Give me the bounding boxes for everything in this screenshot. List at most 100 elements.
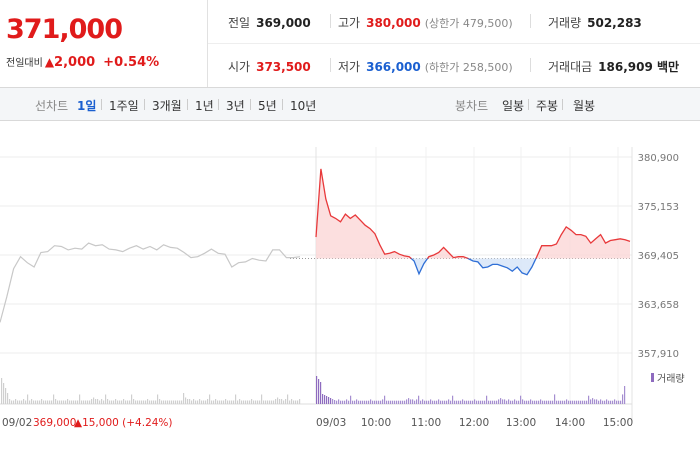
volume-bar-today	[470, 400, 472, 404]
volume-bar-prev	[7, 393, 9, 404]
volume-bar-today	[530, 399, 532, 404]
volume-bar-today	[622, 394, 624, 404]
volume-bar-today	[576, 400, 578, 404]
chart-tabs: 선차트 1일 1주일 3개월 1년 3년 5년 10년 봉차트 일봉 주봉 월봉	[0, 88, 700, 121]
tab-divider	[101, 99, 102, 110]
y-tick-label: 375,153	[638, 202, 679, 213]
volume-bar-prev	[89, 400, 91, 404]
tab-3months[interactable]: 3개월	[152, 99, 182, 113]
tab-5years[interactable]: 5년	[258, 99, 277, 113]
volume-bar-today	[496, 400, 498, 404]
volume-bar-today	[504, 399, 506, 404]
volume-bar-prev	[295, 400, 297, 404]
tab-weekly[interactable]: 주봉	[536, 99, 559, 113]
volume-bar-today	[604, 400, 606, 404]
volume-bar-prev	[45, 400, 47, 404]
volume-bar-today	[516, 400, 518, 404]
prev-close-label: 369,000	[33, 417, 76, 429]
price-chart: 380,900 375,153 369,405 363,658 357,910 거래량 09…	[0, 121, 700, 450]
volume-bar-prev	[259, 400, 261, 404]
volume-bar-prev	[83, 400, 85, 404]
tab-3years[interactable]: 3년	[226, 99, 245, 113]
volume-bar-today	[444, 400, 446, 404]
volume-bar-today	[316, 376, 318, 404]
volume-bar-prev	[257, 400, 259, 404]
volume-bar-today	[450, 400, 452, 404]
volume-bar-prev	[107, 399, 109, 404]
volume-bar-prev	[199, 399, 201, 404]
volume-bar-today	[344, 400, 346, 404]
tab-1day[interactable]: 1일	[77, 99, 97, 113]
volume-bar-today	[432, 400, 434, 404]
volume-bar-today	[390, 400, 392, 404]
volume-bar-today	[338, 399, 340, 404]
volume-bar-today	[482, 400, 484, 404]
tab-daily[interactable]: 일봉	[502, 99, 525, 113]
volume-bar-prev	[241, 400, 243, 404]
volume-bar-today	[394, 400, 396, 404]
volume-bar-prev	[225, 399, 227, 404]
volume-bar-prev	[103, 400, 105, 404]
current-price: 371,000	[6, 14, 123, 45]
volume-bar-today	[466, 400, 468, 404]
tab-monthly[interactable]: 월봉	[573, 99, 596, 113]
tab-1week[interactable]: 1주일	[109, 99, 139, 113]
volume-bar-prev	[111, 400, 113, 404]
volume-bar-today	[486, 395, 488, 404]
volume-bar-prev	[61, 400, 63, 404]
volume-bar-prev	[193, 399, 195, 404]
volume-bar-today	[584, 400, 586, 404]
volume-bar-today	[500, 398, 502, 404]
volume-bar-today	[548, 400, 550, 404]
volume-bar-today	[598, 400, 600, 404]
volume-bar-today	[478, 400, 480, 404]
volume-bar-today	[318, 379, 320, 404]
volume-bar-today	[490, 400, 492, 404]
volume-bar-prev	[123, 399, 125, 404]
volume-bar-prev	[161, 400, 163, 404]
volume-bar-prev	[121, 400, 123, 404]
stats-row-1: 전일 369,000 고가 380,000 (상한가 479,500) 거래량 502,…	[208, 0, 700, 44]
volume-bar-prev	[185, 397, 187, 404]
volume-bar-today	[528, 400, 530, 404]
volume-bar-prev	[73, 400, 75, 404]
volume-bar-today	[406, 399, 408, 404]
volume-bar-today	[384, 395, 386, 404]
volume-bar-today	[448, 399, 450, 404]
volume-bar-prev	[175, 400, 177, 404]
price-box: 371,000 전일대비 ▲2,000 +0.54%	[0, 0, 208, 87]
volume-bar-prev	[137, 400, 139, 404]
x-tick-label: 09/03	[316, 417, 346, 429]
volume-bar-today	[506, 400, 508, 404]
volume-bar-today	[404, 400, 406, 404]
volume-bar-prev	[253, 400, 255, 404]
volume-bar-prev	[1, 378, 3, 404]
volume-bar-today	[524, 400, 526, 404]
volume-bar-prev	[29, 400, 31, 404]
volume-bar-prev	[183, 393, 185, 404]
volume-bar-prev	[173, 400, 175, 404]
tab-10years[interactable]: 10년	[290, 99, 317, 113]
x-tick-label: 11:00	[411, 417, 441, 429]
volume-bar-today	[600, 399, 602, 404]
volume-bar-prev	[195, 400, 197, 404]
x-tick-label: 12:00	[459, 417, 489, 429]
volume-bar-prev	[127, 400, 129, 404]
volume-bar-today	[372, 400, 374, 404]
x-tick-label: 13:00	[506, 417, 536, 429]
volume-bar-prev	[229, 400, 231, 404]
line-chart-label: 선차트	[35, 99, 69, 113]
tab-1year[interactable]: 1년	[195, 99, 214, 113]
volume-bar-today	[352, 400, 354, 404]
volume-bar-today	[518, 400, 520, 404]
volume-bar-today	[350, 395, 352, 404]
volume-bar-today	[468, 400, 470, 404]
volume-bar-prev	[39, 400, 41, 404]
volume-bar-today	[550, 400, 552, 404]
volume-bar-prev	[237, 400, 239, 404]
change-percent: +0.54%	[103, 55, 160, 70]
volume-bar-prev	[271, 400, 273, 404]
volume-bar-today	[522, 399, 524, 404]
volume-bar-prev	[281, 399, 283, 404]
volume-bar-prev	[133, 399, 135, 404]
